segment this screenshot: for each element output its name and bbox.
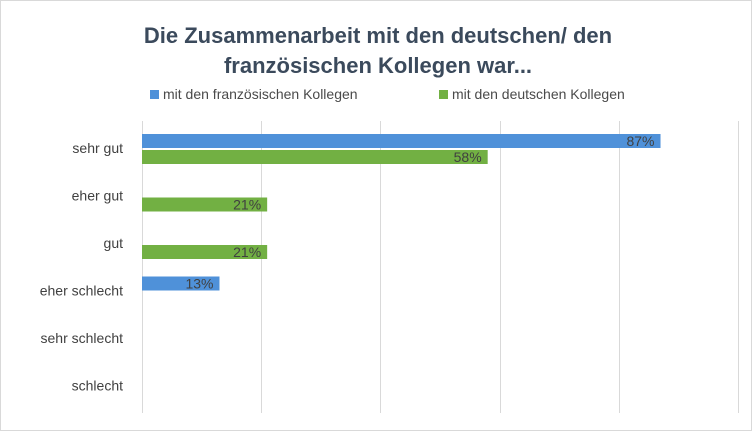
- data-label-s1-c2: 21%: [233, 244, 261, 260]
- bar-s0-c3: [142, 276, 220, 291]
- bar-s1-c2: [142, 245, 268, 259]
- category-label-3: eher schlecht: [40, 282, 123, 298]
- category-label-0: sehr gut: [72, 140, 123, 156]
- data-label-s1-c0: 58%: [454, 149, 482, 165]
- data-label-s0-c3: 13%: [185, 276, 213, 292]
- gridlines: [142, 121, 739, 413]
- bars: [142, 134, 661, 291]
- chart-title-line-2: französischen Kollegen war...: [224, 53, 532, 78]
- category-label-4: sehr schlecht: [41, 330, 124, 346]
- chart-title-line-1: Die Zusammenarbeit mit den deutschen/ de…: [144, 23, 612, 48]
- bar-s0-c0: [142, 134, 661, 148]
- data-label-s1-c1: 21%: [233, 197, 261, 213]
- category-axis: sehr gut eher gut gut eher schlecht sehr sch…: [40, 140, 123, 394]
- bar-s1-c1: [142, 197, 268, 212]
- legend-swatch-french: [150, 90, 159, 99]
- bar-s1-c0: [142, 150, 488, 164]
- category-label-2: gut: [104, 235, 124, 251]
- legend-swatch-german: [439, 90, 448, 99]
- legend-label-french: mit den französischen Kollegen: [163, 86, 358, 102]
- data-labels: 87% 58% 21% 21% 13%: [185, 133, 654, 292]
- category-label-1: eher gut: [72, 187, 123, 203]
- data-label-s0-c0: 87%: [626, 133, 654, 149]
- legend: mit den französischen Kollegen mit den d…: [150, 86, 625, 102]
- legend-label-german: mit den deutschen Kollegen: [452, 86, 625, 102]
- category-label-5: schlecht: [72, 377, 123, 393]
